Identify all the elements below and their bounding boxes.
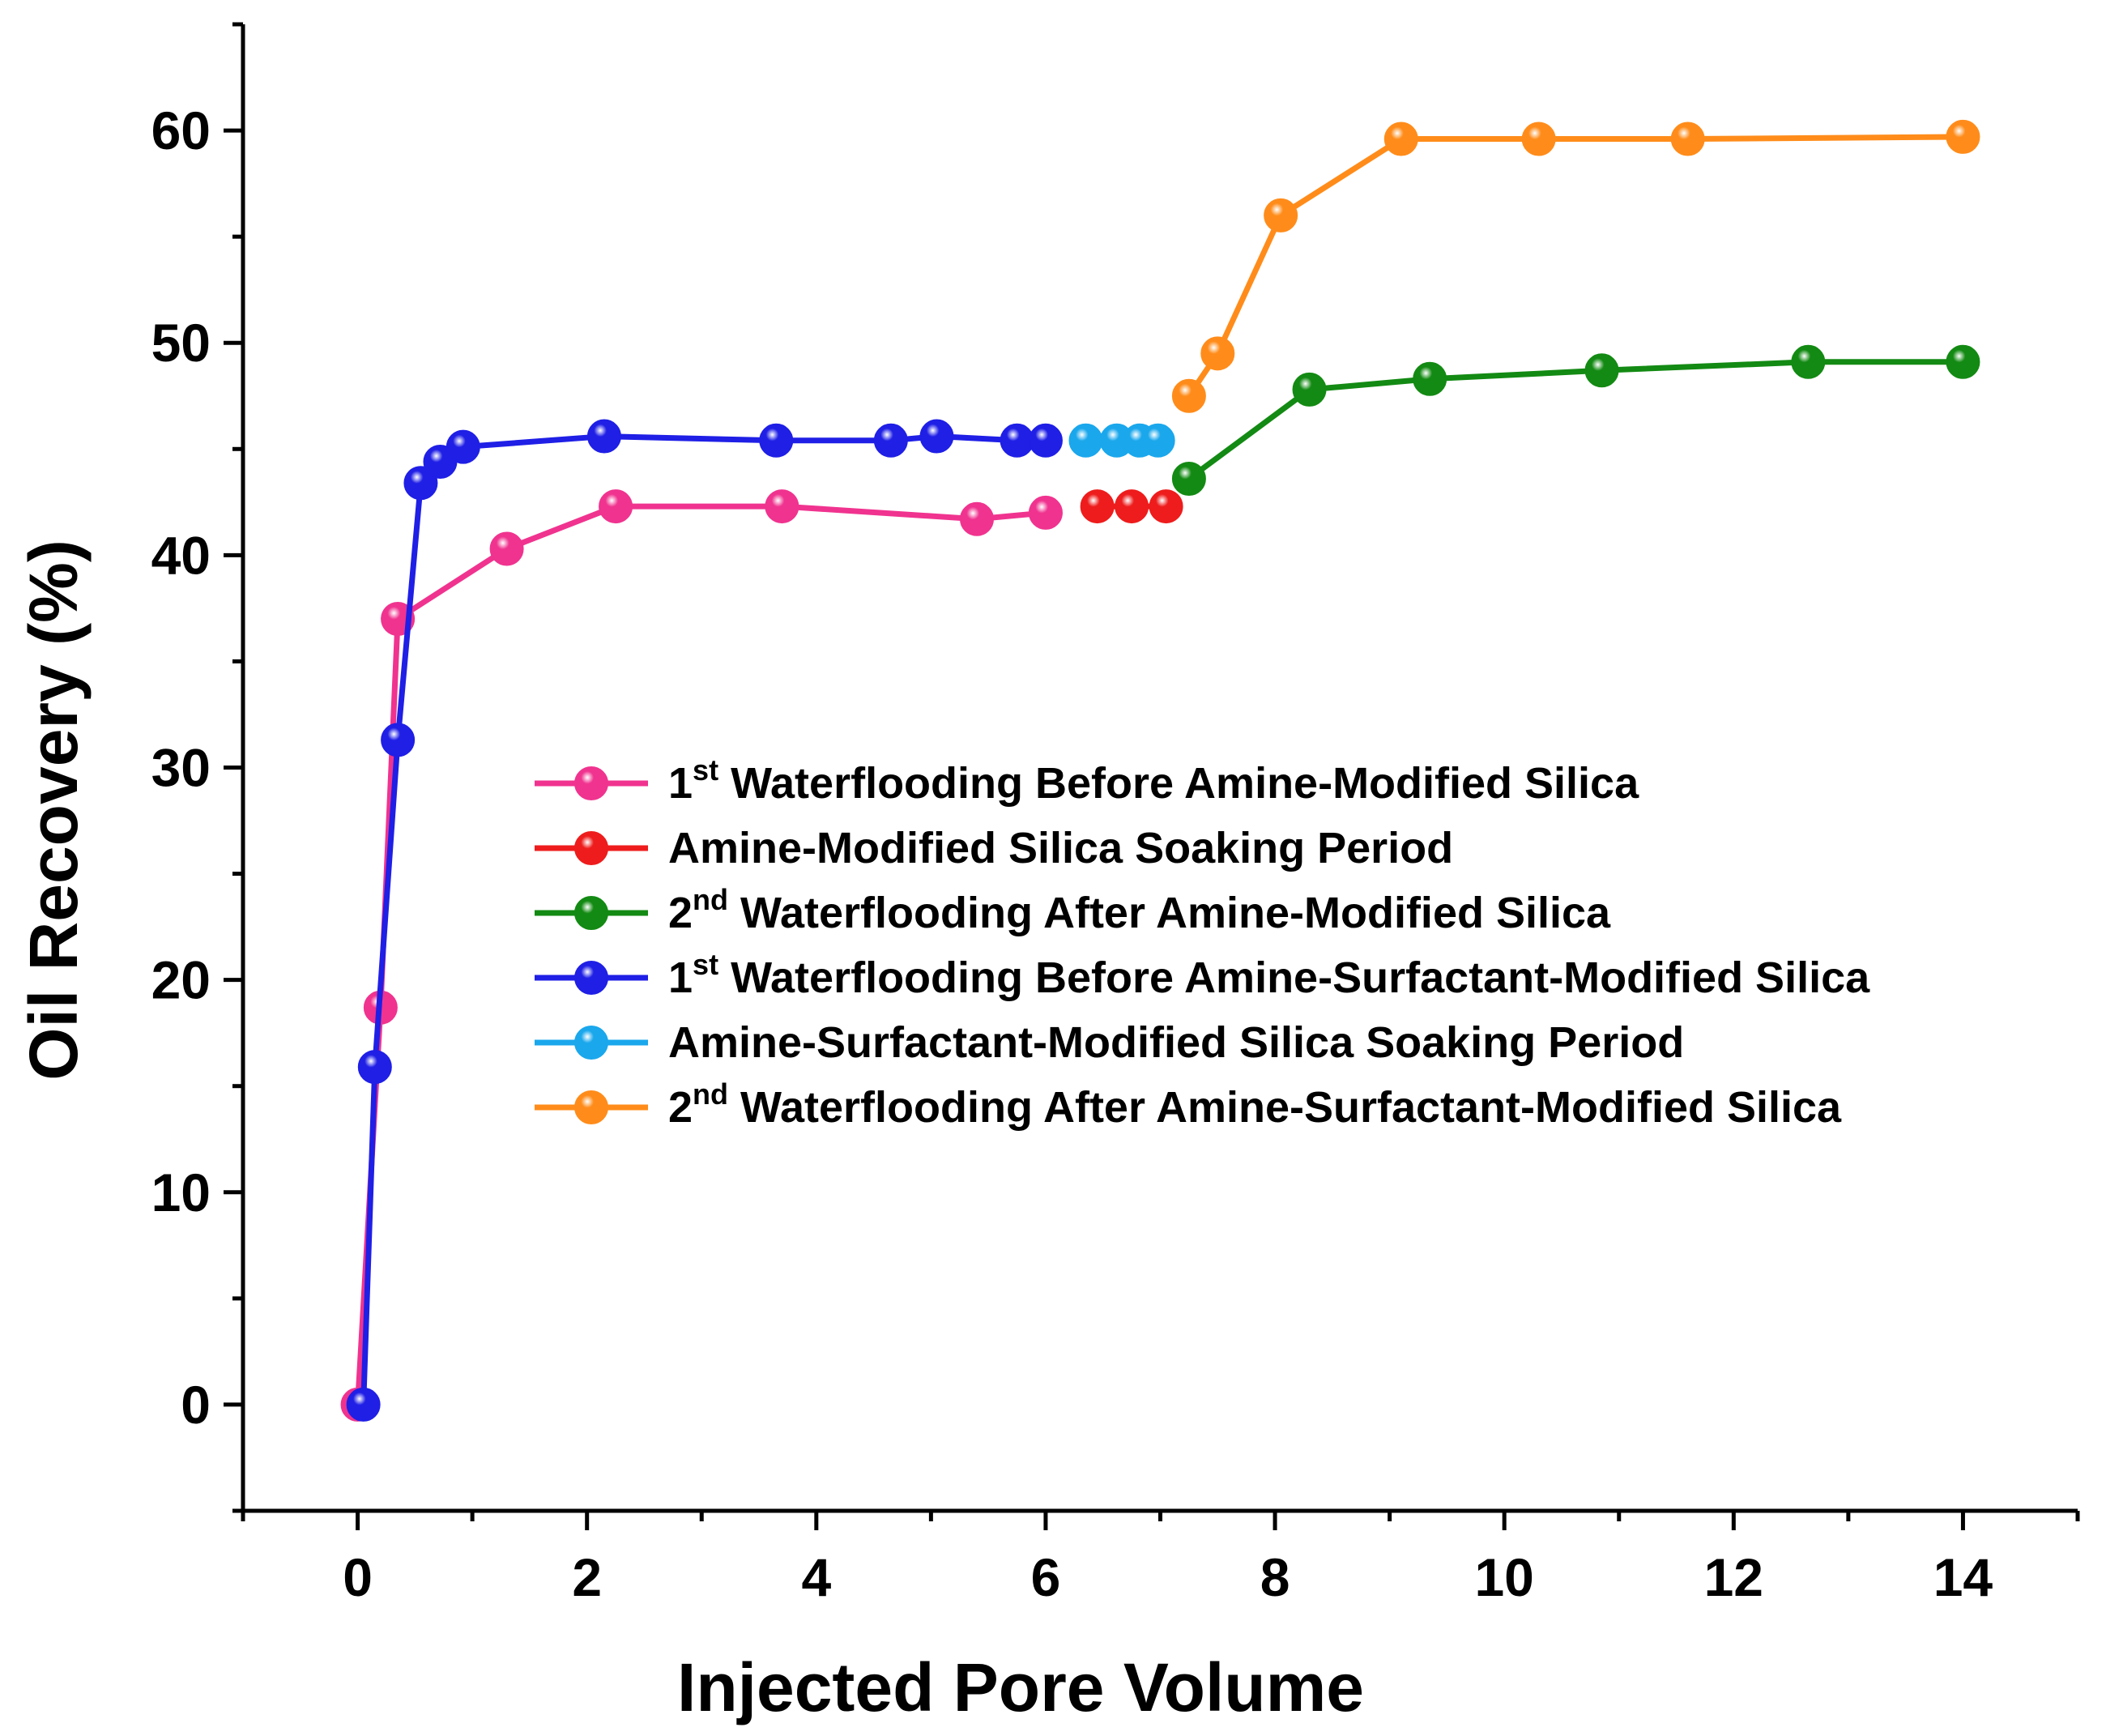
data-point — [1171, 378, 1206, 413]
data-point — [446, 429, 480, 464]
data-point — [765, 489, 799, 524]
series-group — [1068, 423, 1175, 458]
x-tick-label: 10 — [1474, 1547, 1533, 1607]
y-tick-label: 20 — [151, 950, 211, 1010]
legend-marker — [574, 961, 608, 995]
data-point — [1028, 495, 1063, 530]
series-group — [1171, 344, 1980, 496]
legend-label-main: 1 — [668, 759, 693, 808]
data-point — [489, 531, 524, 566]
legend-entry: Amine-Modified Silica Soaking Period — [535, 824, 1453, 872]
data-point — [1383, 122, 1418, 156]
legend-label: Amine-Modified Silica Soaking Period — [668, 824, 1453, 872]
y-tick-label: 50 — [151, 313, 211, 373]
data-point — [346, 1387, 381, 1422]
series-line — [1187, 359, 1963, 481]
data-point — [1946, 119, 1980, 154]
data-point — [873, 423, 908, 458]
data-point — [1115, 489, 1149, 524]
legend-marker — [574, 766, 608, 800]
data-point — [357, 1050, 392, 1085]
legend-label: 2nd Waterflooding After Amine-Surfactant… — [668, 1077, 1842, 1132]
data-point — [1791, 344, 1826, 379]
x-axis-title: Injected Pore Volume — [677, 1649, 1364, 1725]
series-layer — [340, 119, 1980, 1422]
data-point — [759, 423, 794, 458]
data-point — [1028, 423, 1063, 458]
legend-label-superscript: nd — [693, 883, 728, 916]
legend-label-main: Amine-Modified Silica Soaking Period — [668, 824, 1453, 872]
data-point — [381, 723, 416, 757]
legend-label-main: 2 — [668, 1083, 693, 1132]
legend-label-rest: Waterflooding After Amine-Surfactant-Mod… — [728, 1083, 1842, 1132]
data-point — [1521, 122, 1556, 156]
legend-marker — [574, 831, 608, 865]
series-line — [1186, 134, 1963, 398]
x-tick-label: 8 — [1260, 1547, 1290, 1607]
legend-label: 1st Waterflooding Before Amine-Modified … — [668, 753, 1639, 808]
legend-entry: 1st Waterflooding Before Amine-Surfactan… — [535, 948, 1870, 1002]
y-tick-label: 10 — [151, 1162, 211, 1222]
data-point — [1080, 489, 1115, 524]
legend-label-rest: Waterflooding After Amine-Modified Silic… — [728, 889, 1611, 937]
legend-entry: 2nd Waterflooding After Amine-Modified S… — [535, 883, 1611, 937]
legend-label-main: Amine-Surfactant-Modified Silica Soaking… — [668, 1018, 1684, 1067]
data-point — [1000, 423, 1034, 458]
x-tick-label: 0 — [343, 1547, 373, 1607]
data-point — [1171, 461, 1206, 496]
x-tick-label: 4 — [801, 1547, 831, 1607]
legend-marker — [574, 1090, 608, 1124]
y-axis-title: Oil Recovery (%) — [15, 540, 92, 1081]
data-point — [1946, 344, 1980, 379]
y-tick-label: 30 — [151, 738, 211, 798]
legend-label-main: 2 — [668, 889, 693, 937]
data-point — [586, 419, 621, 454]
data-point — [1264, 198, 1298, 232]
legend-label-main: 1 — [668, 953, 693, 1002]
series-group — [340, 489, 1063, 1422]
legend-entry: 1st Waterflooding Before Amine-Modified … — [535, 753, 1639, 808]
data-point — [1670, 122, 1705, 156]
legend-label-superscript: st — [693, 753, 718, 787]
data-point — [1068, 423, 1103, 458]
x-tick-label: 12 — [1704, 1547, 1763, 1607]
x-ticks: 0 2 4 6 8 10 12 14 — [241, 1511, 2080, 1607]
data-point — [1413, 361, 1447, 396]
data-point — [1200, 336, 1235, 371]
legend-marker — [574, 1026, 608, 1060]
data-point — [960, 501, 994, 536]
series-group — [1080, 489, 1183, 524]
series-group — [1171, 119, 1980, 413]
x-tick-label: 14 — [1933, 1547, 1993, 1607]
data-point — [403, 466, 438, 501]
legend-label-superscript: st — [693, 948, 718, 981]
legend-label-superscript: nd — [693, 1077, 728, 1111]
data-point — [1149, 489, 1183, 524]
data-point — [599, 489, 633, 524]
legend-entry: 2nd Waterflooding After Amine-Surfactant… — [535, 1077, 1842, 1132]
y-tick-label: 0 — [181, 1375, 211, 1435]
y-tick-label: 40 — [151, 525, 211, 585]
data-point — [1140, 423, 1175, 458]
legend-label-rest: Waterflooding Before Amine-Surfactant-Mo… — [718, 953, 1870, 1002]
legend-marker — [574, 896, 608, 930]
y-tick-label: 60 — [151, 100, 211, 160]
legend-label-rest: Waterflooding Before Amine-Modified Sili… — [718, 759, 1639, 808]
legend-entry: Amine-Surfactant-Modified Silica Soaking… — [535, 1018, 1684, 1067]
legend-label: 2nd Waterflooding After Amine-Modified S… — [668, 883, 1611, 937]
data-point — [1292, 372, 1327, 407]
data-point — [919, 419, 954, 454]
legend-label: 1st Waterflooding Before Amine-Surfactan… — [668, 948, 1870, 1002]
data-point — [1584, 353, 1619, 388]
y-ticks: 0 10 20 30 40 50 60 — [151, 22, 243, 1513]
series-group — [346, 419, 1063, 1422]
x-tick-label: 6 — [1031, 1547, 1061, 1607]
legend: 1st Waterflooding Before Amine-Modified … — [535, 753, 1870, 1132]
x-tick-label: 2 — [572, 1547, 602, 1607]
legend-label: Amine-Surfactant-Modified Silica Soaking… — [668, 1018, 1684, 1067]
